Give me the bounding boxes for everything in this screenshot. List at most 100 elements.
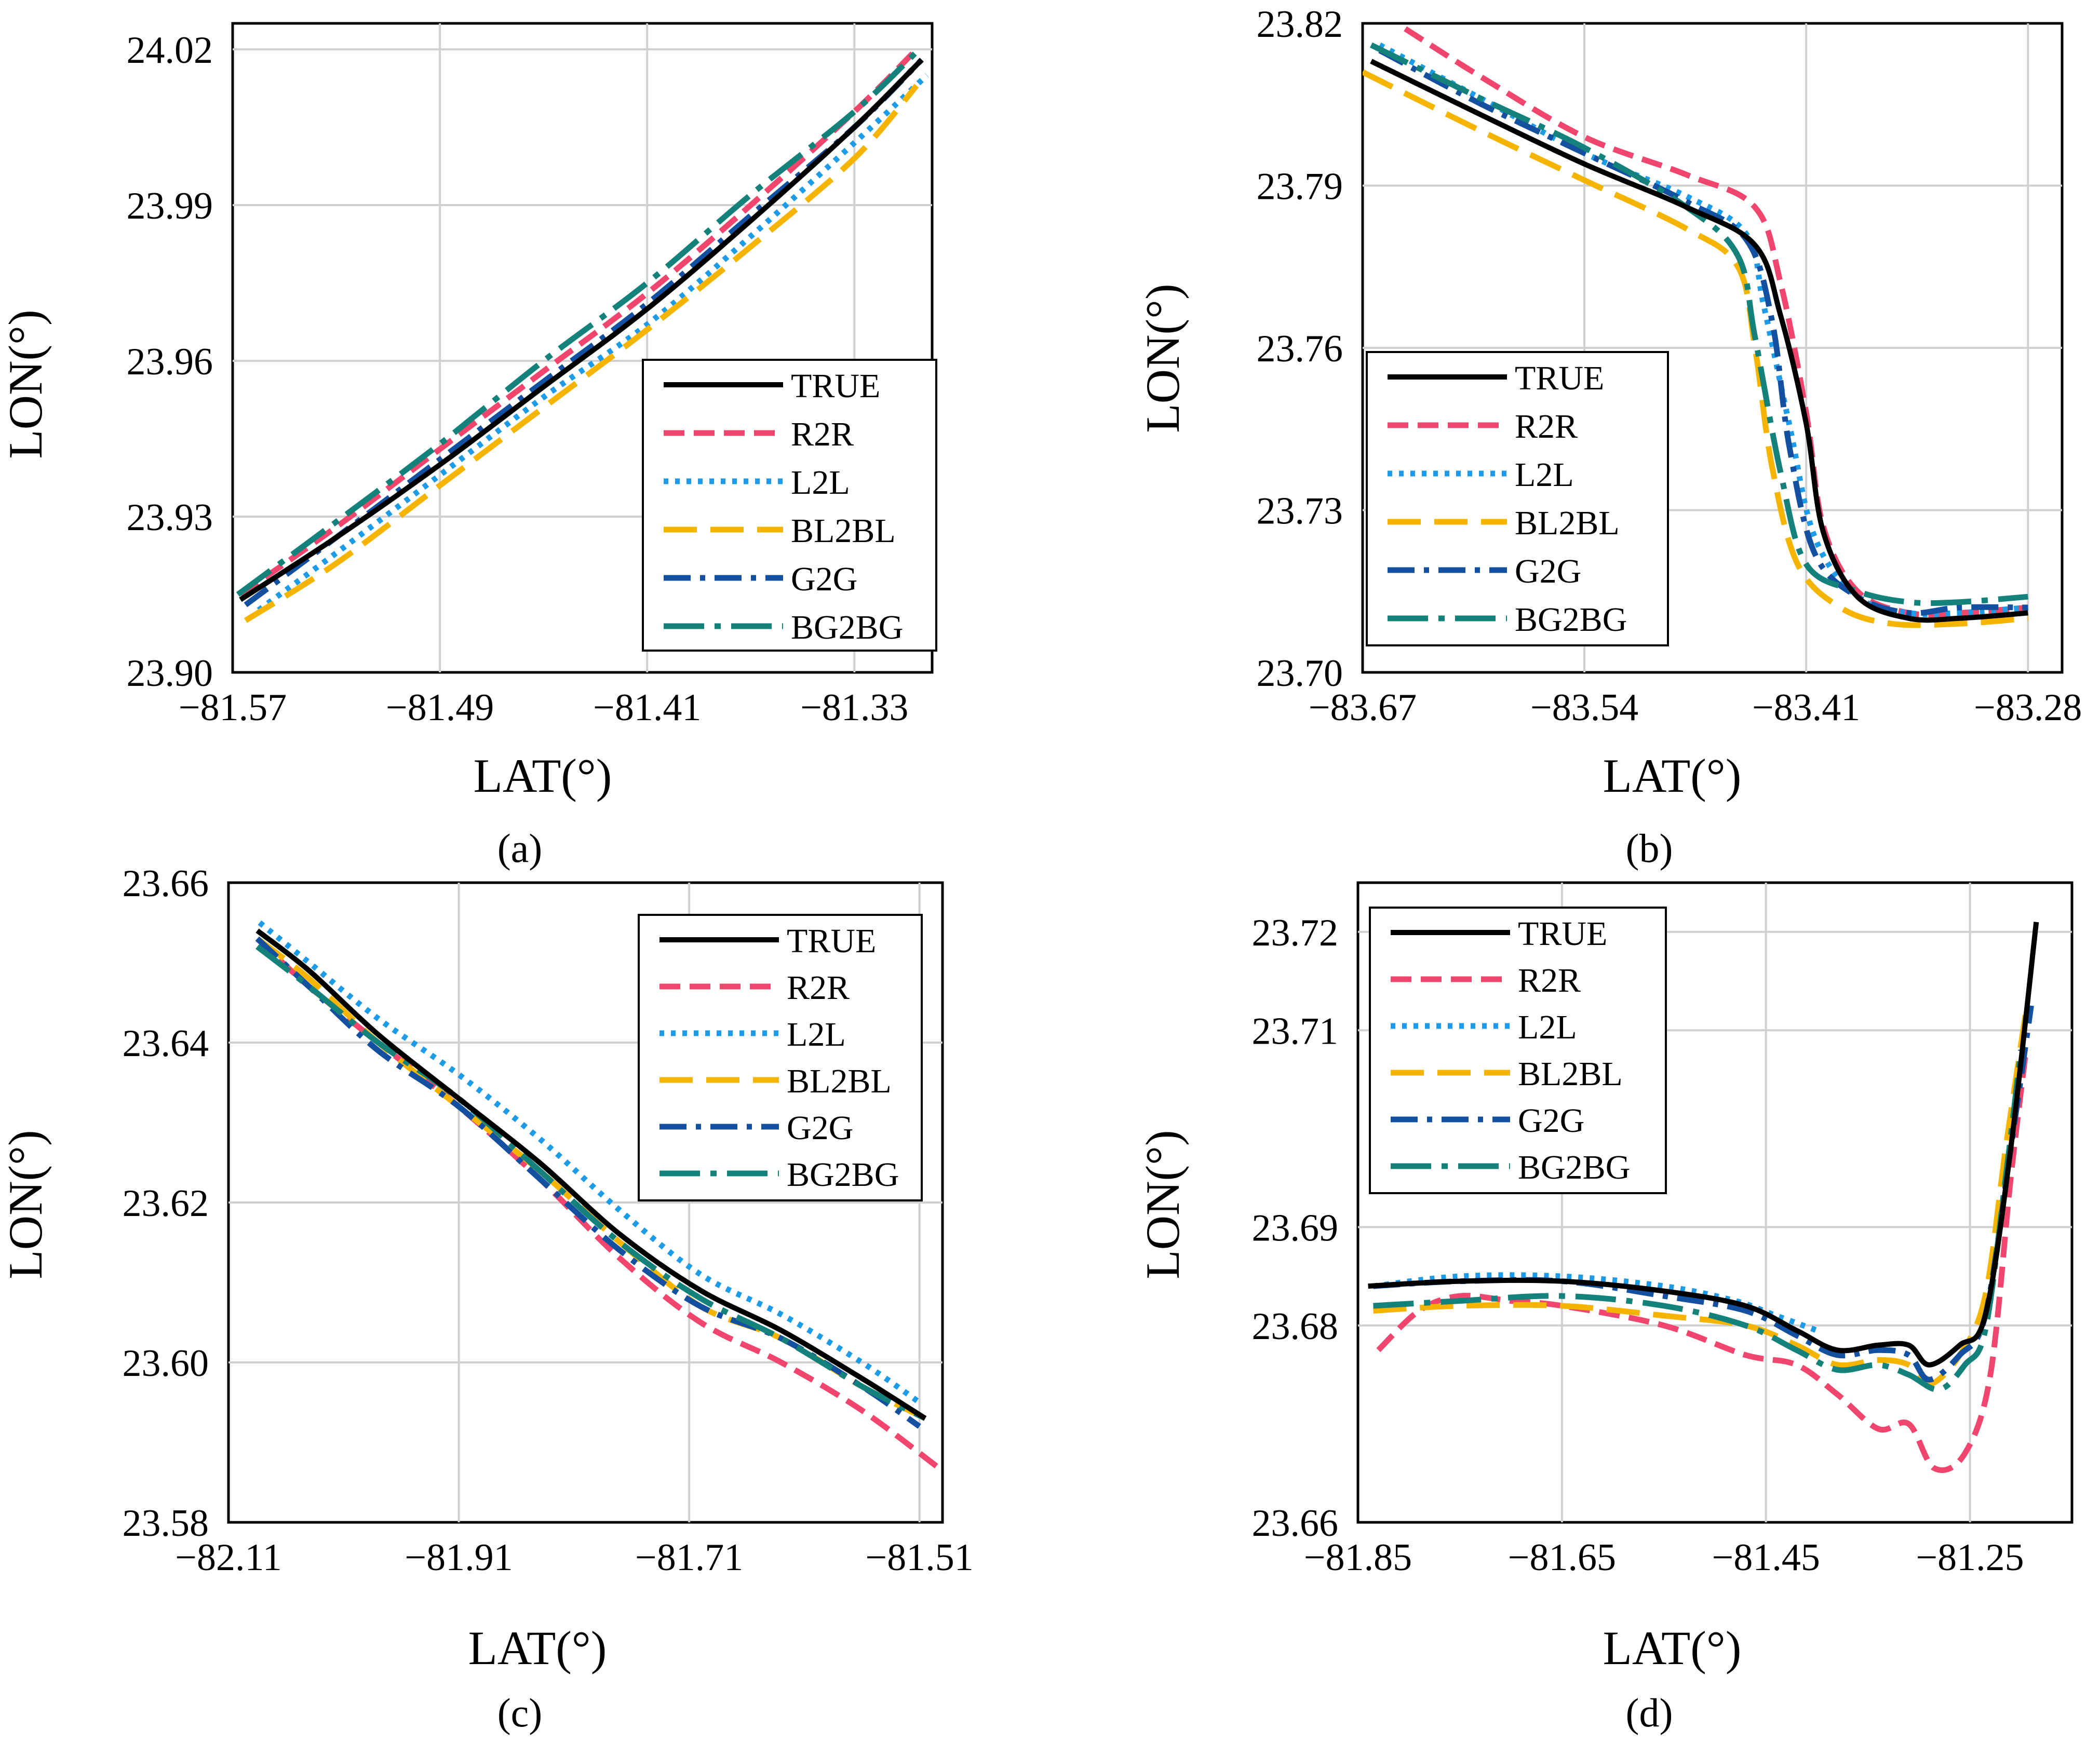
y-axis-title-a: LON(°) [0,309,52,458]
y-tick-label: 23.60 [123,1342,209,1385]
panel-label-c: (c) [497,1690,543,1735]
series-line-bl2bl [1373,1010,2029,1388]
legend-label-l2l: L2L [787,1016,846,1053]
tick-labels-c: −82.11 −81.91 −81.71 −81.51 23.58 23.60 23.62 2… [123,862,974,1579]
legend-label-r2r: R2R [787,969,850,1007]
panel-label-b: (b) [1626,826,1673,871]
series-line-r2r [238,47,919,597]
x-tick-label: −83.41 [1752,686,1860,729]
x-tick-label: −81.51 [866,1536,974,1579]
legend-label-bg2bg: BG2BG [787,1156,899,1194]
legend-label-g2g: G2G [1518,1102,1584,1140]
tick-labels-b: −83.67 −83.54 −83.41 −83.28 23.70 23.73 23.76 2… [1257,3,2082,729]
y-tick-label: 23.66 [123,862,209,905]
x-tick-label: −83.54 [1530,686,1638,729]
chart-b-marks: −83.67 −83.54 −83.41 −83.28 23.70 23.73 23.76 2… [1257,3,2082,729]
y-tick-label: 23.69 [1252,1207,1339,1249]
x-tick-label: −81.41 [593,686,701,729]
series-line-bg2bg [236,47,921,597]
legend-label-g2g: G2G [791,560,857,598]
series-line-bl2bl [244,84,919,623]
x-tick-label: −81.91 [405,1536,513,1579]
panel-label-a: (a) [497,826,543,871]
x-tick-label: −81.45 [1712,1536,1820,1579]
y-axis-title-b: LON(°) [1136,283,1189,433]
x-tick-label: −81.33 [800,686,908,729]
legend-a: TRUE R2R L2L BL2BL G2G BG2BG [642,359,937,652]
x-axis-title-a: LAT(°) [474,749,612,802]
y-tick-label: 23.99 [127,185,213,227]
x-tick-label: −81.25 [1916,1536,2024,1579]
legend-label-true: TRUE [791,367,880,405]
legend-label-l2l: L2L [1518,1008,1577,1046]
series-line-true [239,58,924,602]
legend-label-l2l: L2L [1515,456,1574,494]
x-tick-label: −81.49 [386,686,494,729]
y-tick-label: 24.02 [127,29,213,72]
x-tick-label: −83.28 [1974,686,2082,729]
series-lines-c [255,920,939,1469]
legend-label-r2r: R2R [791,415,854,453]
x-tick-label: −83.67 [1309,686,1417,729]
y-tick-label: 23.72 [1252,912,1339,954]
legend-box [638,914,923,1201]
legend-label-bg2bg: BG2BG [791,609,903,646]
y-tick-label: 23.79 [1257,166,1343,208]
y-tick-label: 23.96 [127,341,213,383]
series-line-bg2bg [255,944,927,1421]
legend-label-bg2bg: BG2BG [1515,601,1627,639]
tick-labels-a: −81.57 −81.49 −81.41 −81.33 23.90 23.93 23.96 2… [127,29,909,729]
series-lines-b [1363,26,2028,628]
tick-labels-d: −81.85 −81.65 −81.45 −81.25 23.66 23.68 23.69 2… [1252,912,2024,1579]
series-line-r2r [1376,1049,2029,1473]
y-tick-label: 23.90 [127,652,213,695]
series-line-true [1368,922,2039,1368]
y-tick-label: 23.66 [1252,1502,1339,1545]
legend-label-g2g: G2G [787,1109,853,1147]
legend-label-bl2bl: BL2BL [1515,504,1620,542]
x-tick-label: −81.65 [1508,1536,1616,1579]
legend-label-true: TRUE [1518,915,1607,953]
legend-label-bg2bg: BG2BG [1518,1149,1630,1186]
series-line-bg2bg [1369,42,2028,606]
x-axis-title-d: LAT(°) [1603,1622,1742,1674]
series-line-l2l [257,73,929,613]
series-lines-d [1368,922,2039,1473]
chart-panel-c: −82.11 −81.91 −81.71 −81.51 23.58 23.60 23.62 2… [0,862,974,1735]
chart-d-marks: −81.85 −81.65 −81.45 −81.25 23.66 23.68 23.69 2… [1252,883,2072,1579]
y-tick-label: 23.58 [123,1502,209,1545]
y-axis-title-c: LON(°) [0,1130,52,1279]
series-lines-a [236,47,929,623]
legend-label-bl2bl: BL2BL [787,1062,892,1100]
y-tick-label: 23.62 [123,1182,209,1225]
y-tick-label: 23.68 [1252,1305,1339,1348]
chart-panel-a: −81.57 −81.49 −81.41 −81.33 23.90 23.93 23.96 2… [0,22,937,871]
y-tick-label: 23.64 [123,1022,209,1065]
series-line-true [1370,59,2028,623]
panel-label-d: (d) [1626,1690,1673,1735]
legend-box [642,359,937,652]
legend-label-r2r: R2R [1515,408,1578,445]
chart-panel-b: −83.67 −83.54 −83.41 −83.28 23.70 23.73 23.76 2… [1136,3,2082,871]
legend-b: TRUE R2R L2L BL2BL G2G BG2BG [1366,351,1669,646]
x-tick-label: −81.71 [635,1536,743,1579]
chart-a-marks: −81.57 −81.49 −81.41 −81.33 23.90 23.93 23.96 2… [127,23,937,729]
legend-label-true: TRUE [1515,359,1604,397]
series-line-g2g [1378,48,2028,616]
x-axis-title-b: LAT(°) [1603,749,1742,802]
chart-panel-d: −81.85 −81.65 −81.45 −81.25 23.66 23.68 23.69 2… [1136,881,2074,1735]
legend-box [1366,351,1669,646]
legend-label-bl2bl: BL2BL [791,512,896,550]
x-tick-label: −82.11 [175,1536,282,1579]
y-tick-label: 23.93 [127,496,213,539]
legend-label-r2r: R2R [1518,962,1581,999]
legend-d: TRUE R2R L2L BL2BL G2G BG2BG [1369,907,1667,1194]
chart-c-marks: −82.11 −81.91 −81.71 −81.51 23.58 23.60 23.62 2… [123,862,974,1579]
legend-label-true: TRUE [787,922,876,960]
legend-label-bl2bl: BL2BL [1518,1055,1623,1093]
legend-label-l2l: L2L [791,464,850,502]
y-axis-title-d: LON(°) [1136,1130,1189,1279]
series-line-bl2bl [1363,69,2028,628]
series-line-true [255,928,927,1421]
